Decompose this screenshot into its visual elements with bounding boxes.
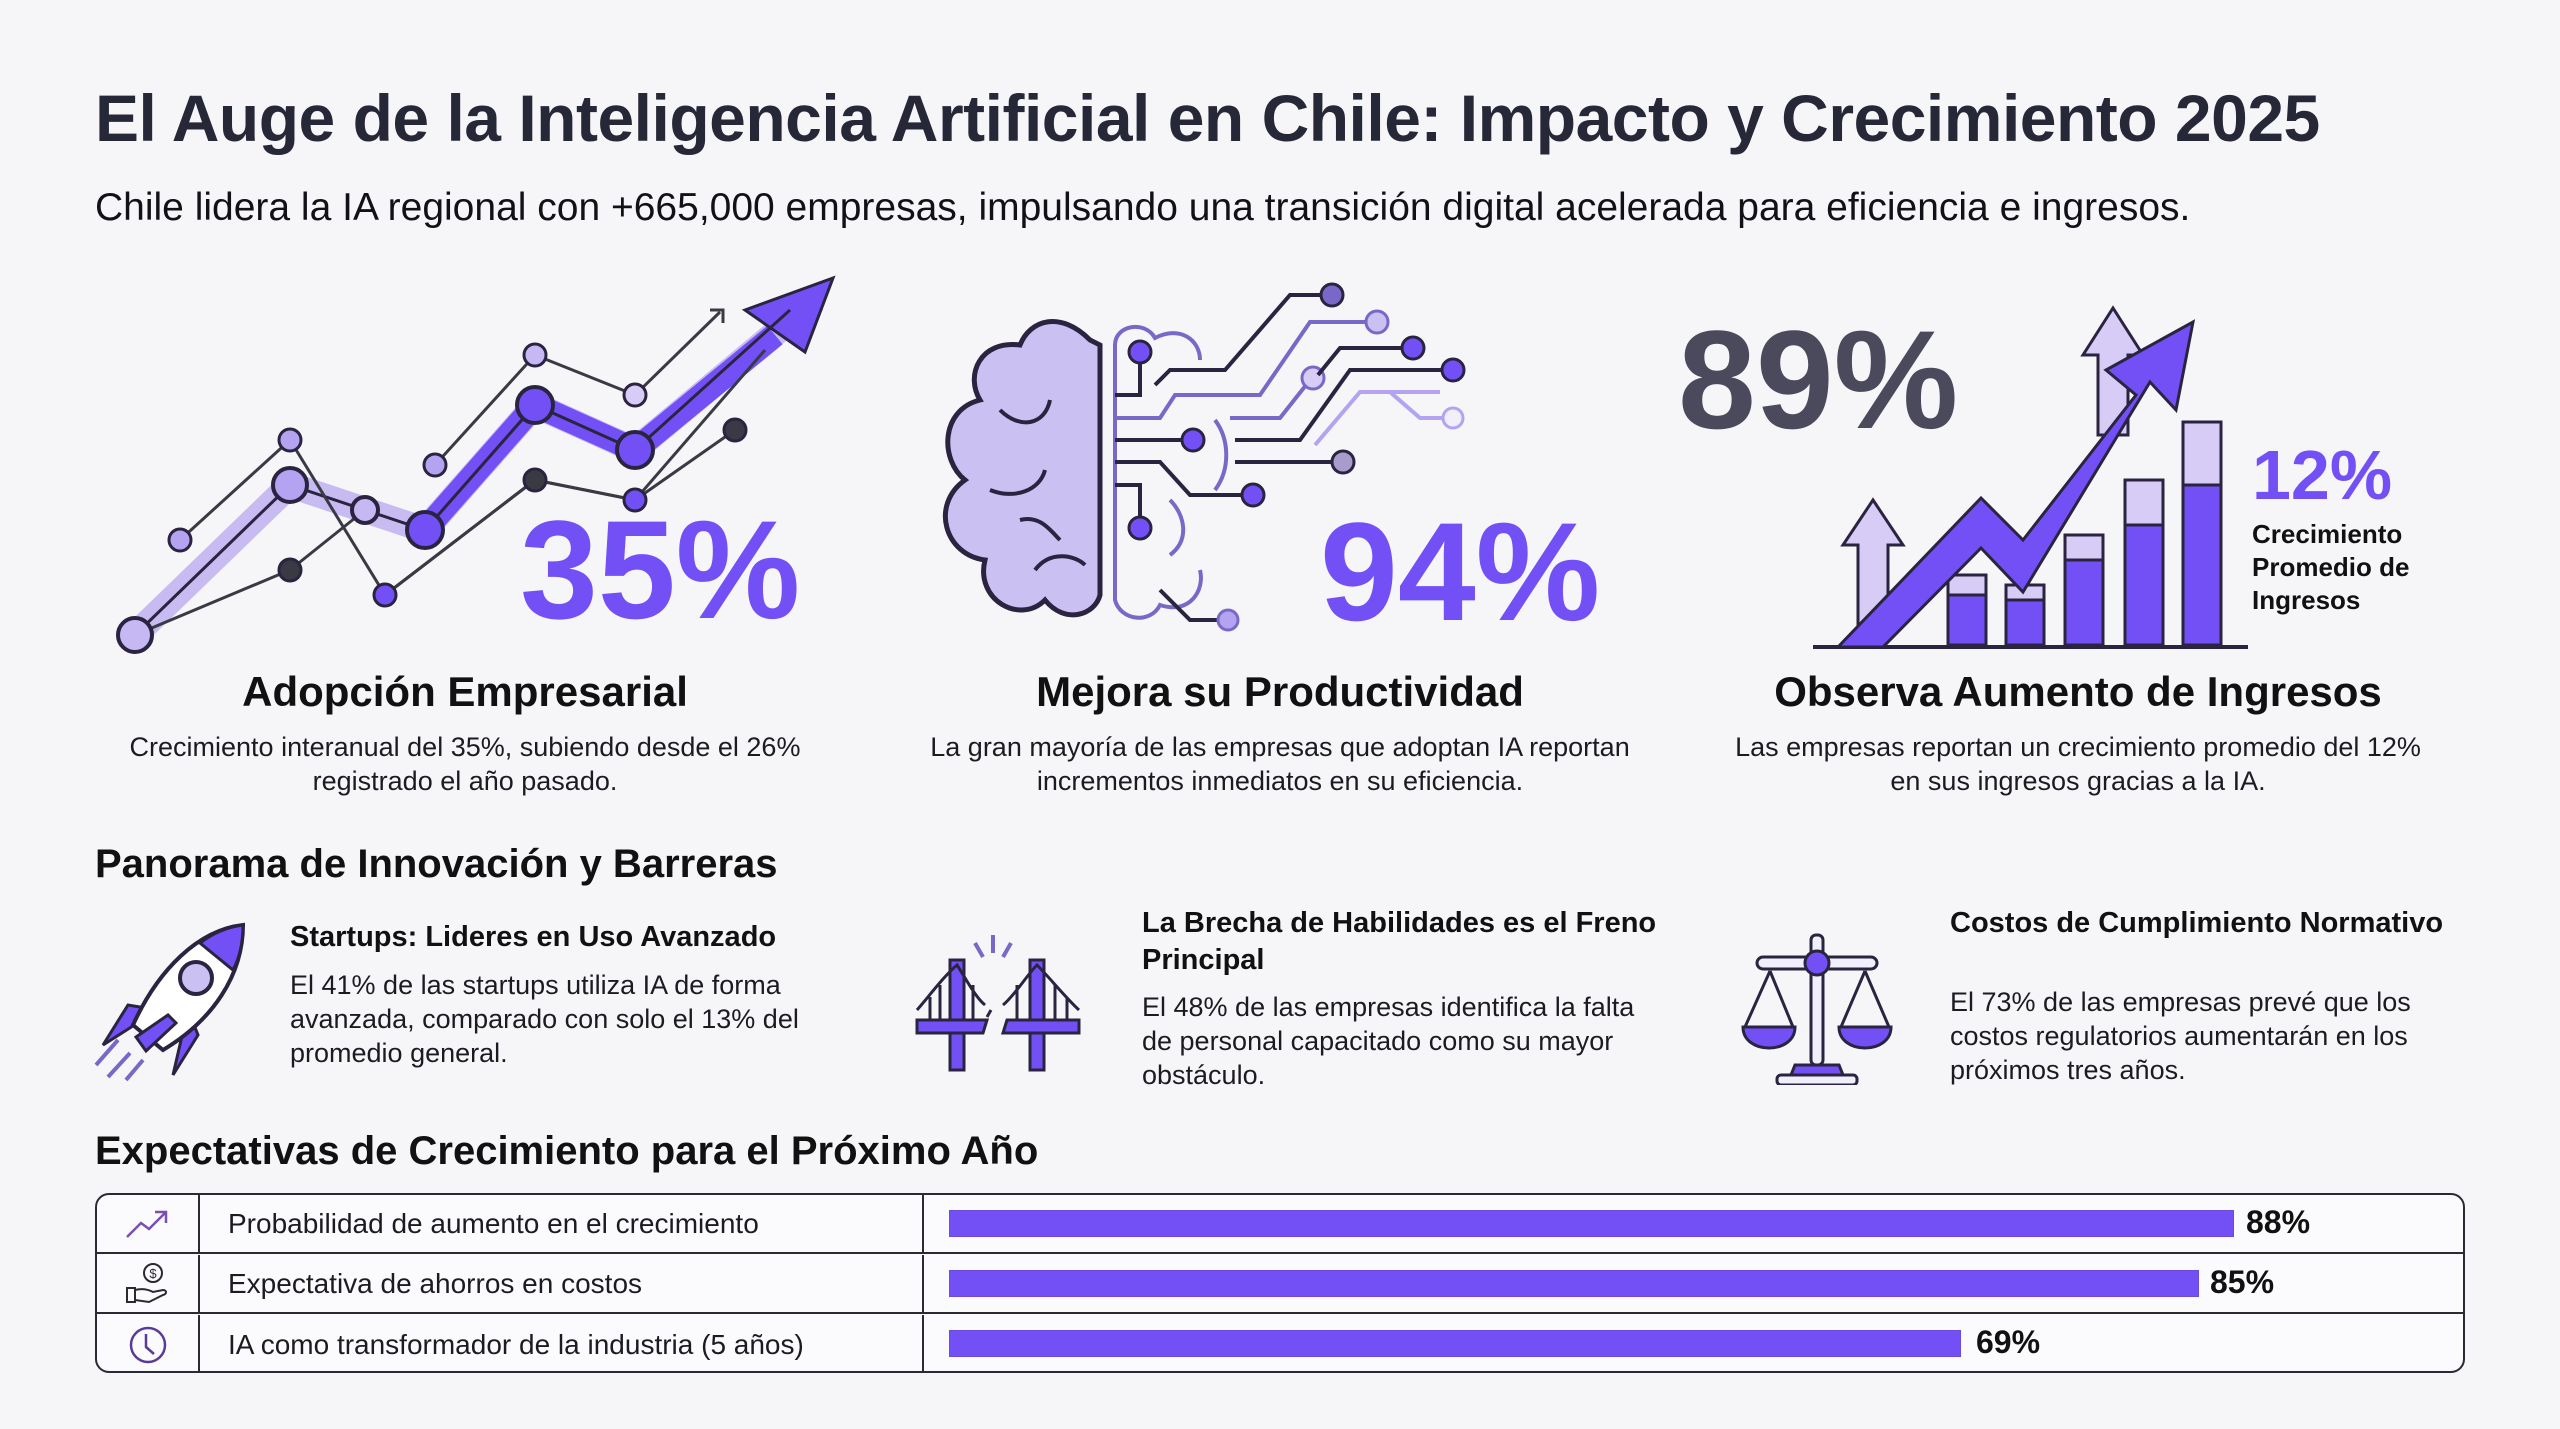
bar-value: 85%	[2210, 1264, 2275, 1300]
expectations-table: Probabilidad de aumento en el crecimient…	[95, 1193, 2465, 1373]
barrier-item-startups: Startups: Lideres en Uso Avanzado El 41%…	[88, 905, 868, 1115]
line-chart-arrow-icon: 35%	[55, 270, 875, 660]
barrier-item-skills-gap: La Brecha de Habilidades es el Freno Pri…	[915, 905, 1695, 1115]
barrier-title-compliance: Costos de Cumplimiento Normativo	[1950, 907, 2444, 939]
hero-stat-productivity: 94% Mejora su Productividad La gran mayo…	[870, 270, 1690, 810]
hero-heading-adoption: Adopción Empresarial	[242, 668, 688, 715]
barrier-desc-compliance: El 73% de las empresas prevé que los cos…	[1950, 987, 2411, 1085]
table-row: Probabilidad de aumento en el crecimient…	[97, 1195, 2463, 1254]
clock-icon	[97, 1315, 200, 1371]
bar-chart-arrow-icon: 89% 12% Crecimiento Promedio de Ingresos	[1668, 270, 2488, 660]
row-label: IA como transformador de la industria (5…	[200, 1315, 924, 1371]
bar-cell: 69%	[924, 1315, 2463, 1371]
progress-bar	[949, 1270, 2199, 1297]
stat-value-adoption: 35%	[520, 491, 801, 648]
stat-secondary-value: 12%	[2252, 436, 2393, 514]
bar-value: 88%	[2246, 1204, 2311, 1240]
barrier-title-skills-gap: La Brecha de Habilidades es el Freno Pri…	[1142, 907, 1657, 976]
stat-value-revenue: 89%	[1678, 301, 1959, 458]
hero-heading-revenue: Observa Aumento de Ingresos	[1774, 668, 2382, 715]
scales-icon	[1735, 915, 1905, 1087]
hand-coin-icon: $	[97, 1255, 200, 1312]
expectations-heading: Expectativas de Crecimiento para el Próx…	[95, 1129, 1039, 1173]
hero-desc-revenue: Las empresas reportan un crecimiento pro…	[1735, 732, 2421, 796]
hero-heading-productivity: Mejora su Productividad	[1036, 668, 1524, 715]
innovation-heading: Panorama de Innovación y Barreras	[95, 842, 778, 886]
barrier-title-startups: Startups: Lideres en Uso Avanzado	[290, 921, 777, 953]
trend-up-icon	[97, 1195, 200, 1252]
progress-bar	[949, 1210, 2234, 1237]
hero-stat-revenue: 89% 12% Crecimiento Promedio de Ingresos…	[1668, 270, 2488, 810]
rocket-icon	[88, 915, 258, 1085]
hero-desc-productivity: La gran mayoría de las empresas que adop…	[930, 732, 1630, 796]
table-row: IA como transformador de la industria (5…	[97, 1315, 2463, 1371]
hero-desc-adoption: Crecimiento interanual del 35%, subiendo…	[129, 732, 801, 796]
barrier-desc-skills-gap: El 48% de las empresas identifica la fal…	[1142, 992, 1635, 1090]
stat-value-productivity: 94%	[1320, 493, 1601, 650]
broken-bridge-icon	[915, 915, 1085, 1085]
row-label: Expectativa de ahorros en costos	[200, 1255, 924, 1312]
bar-cell: 85%	[924, 1255, 2463, 1312]
barrier-item-compliance: Costos de Cumplimiento Normativo El 73% …	[1735, 905, 2515, 1115]
hero-stat-adoption: 35% Adopción Empresarial Crecimiento int…	[55, 270, 875, 810]
stat-secondary-label: Crecimiento Promedio de Ingresos	[2252, 519, 2410, 615]
row-label: Probabilidad de aumento en el crecimient…	[200, 1195, 924, 1252]
table-row: $ Expectativa de ahorros en costos 85%	[97, 1255, 2463, 1314]
page-title: El Auge de la Inteligencia Artificial en…	[95, 81, 2320, 155]
brain-circuit-icon: 94%	[870, 270, 1690, 660]
barrier-desc-startups: El 41% de las startups utiliza IA de for…	[290, 970, 799, 1068]
page-subtitle: Chile lidera la IA regional con +665,000…	[95, 186, 2191, 229]
progress-bar	[949, 1330, 1961, 1357]
svg-text:$: $	[149, 1266, 157, 1281]
bar-cell: 88%	[924, 1195, 2463, 1252]
bar-value: 69%	[1976, 1324, 2041, 1360]
